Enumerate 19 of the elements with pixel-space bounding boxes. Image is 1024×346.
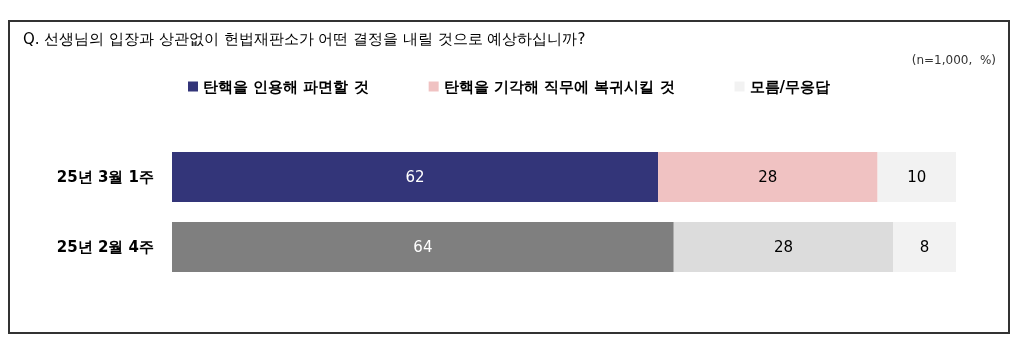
bar xyxy=(893,222,956,272)
data-label: 28 xyxy=(758,168,778,186)
text: (n=1,000, %) xyxy=(911,53,997,67)
data-label: 10 xyxy=(907,168,927,186)
data-label: 62 xyxy=(405,168,425,186)
bar xyxy=(172,222,674,272)
bar xyxy=(172,152,659,202)
chart-title: Q. 선생님의 입장과 상관없이 헌법재판소가 어떤 결정을 내릴 것으로 예상하십니까? xyxy=(23,29,586,48)
bar xyxy=(658,152,878,202)
bar xyxy=(673,222,894,272)
y-tick-label: 25년 2월 4주 xyxy=(56,238,154,256)
y-tick-label: 25년 3월 1주 xyxy=(56,168,154,186)
data-label: 64 xyxy=(413,238,433,256)
data-label: 8 xyxy=(919,238,930,256)
legend-label: 탄핵을 기각해 직무에 복귀시킬 것 xyxy=(443,77,675,96)
data-label: 28 xyxy=(773,238,794,256)
legend-label: 모름/무응답 xyxy=(749,77,831,96)
legend-label: 탄핵을 인용해 파면할 것 xyxy=(202,77,369,96)
bar xyxy=(877,152,956,202)
